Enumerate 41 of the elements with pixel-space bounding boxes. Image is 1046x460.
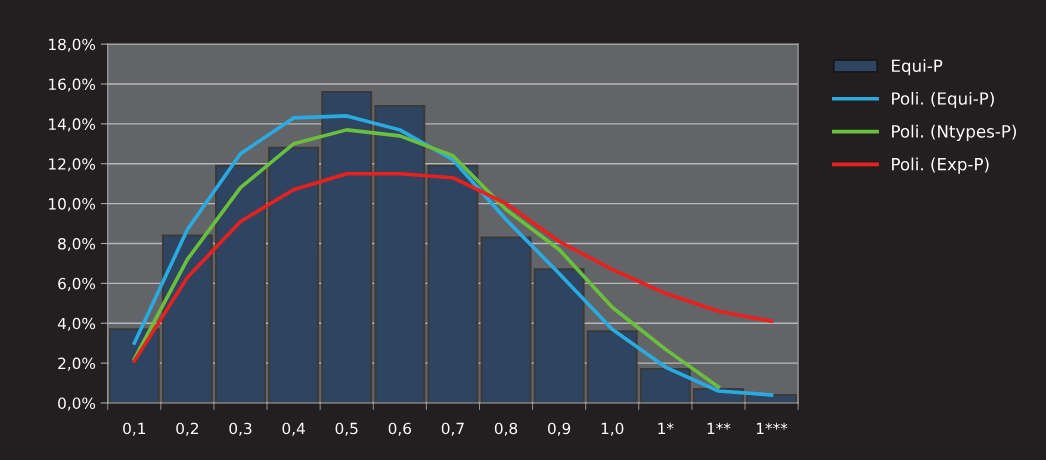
bar (533, 268, 585, 403)
y-tick-label: 8,0% (58, 237, 96, 252)
x-tick-label: 0,1 (123, 422, 146, 436)
x-tick-label: 0,5 (335, 422, 358, 436)
bar (586, 330, 638, 403)
y-tick-label: 18,0% (49, 38, 96, 52)
y-tick-label: 10,0% (49, 198, 96, 212)
x-tick-label: 0,8 (494, 422, 518, 436)
line-series (132, 171, 774, 363)
y-tick-label: 4,0% (57, 317, 96, 331)
x-tick-label: 0,7 (441, 422, 464, 436)
line-series (132, 114, 774, 397)
bar (108, 328, 160, 403)
x-tick-label: 1*** (756, 422, 788, 435)
legend-label: Poli. (Equi-P) (892, 91, 994, 109)
line-series (132, 128, 721, 389)
x-tick-label: 1,0 (601, 422, 624, 436)
bar (321, 90, 373, 403)
bar (268, 146, 320, 403)
y-tick-label: 16,0% (49, 78, 96, 92)
y-tick-label: 0,0% (58, 397, 96, 411)
bar (161, 234, 213, 403)
legend-label: Equi-P (892, 59, 943, 76)
x-tick-label: 1** (707, 422, 731, 435)
y-tick-label: 6,0% (58, 277, 96, 291)
bar (374, 104, 426, 403)
y-tick-label: 14,0% (49, 118, 96, 132)
bar (639, 368, 691, 403)
x-tick-label: 0,6 (388, 422, 411, 436)
x-tick-label: 0,4 (282, 422, 305, 436)
x-tick-label: 1* (658, 422, 674, 435)
x-tick-label: 0,2 (176, 422, 199, 436)
bar (215, 164, 266, 403)
x-tick-label: 0,3 (229, 422, 252, 436)
legend-label: Poli. (Ntypes-P) (892, 124, 1016, 141)
y-tick-label: 2,0% (58, 357, 96, 371)
legend-label: Poli. (Exp-P) (892, 157, 989, 174)
x-tick-label: 0,9 (547, 422, 571, 436)
bar (480, 236, 532, 403)
bar (427, 164, 479, 403)
y-tick-label: 12,0% (49, 158, 96, 172)
